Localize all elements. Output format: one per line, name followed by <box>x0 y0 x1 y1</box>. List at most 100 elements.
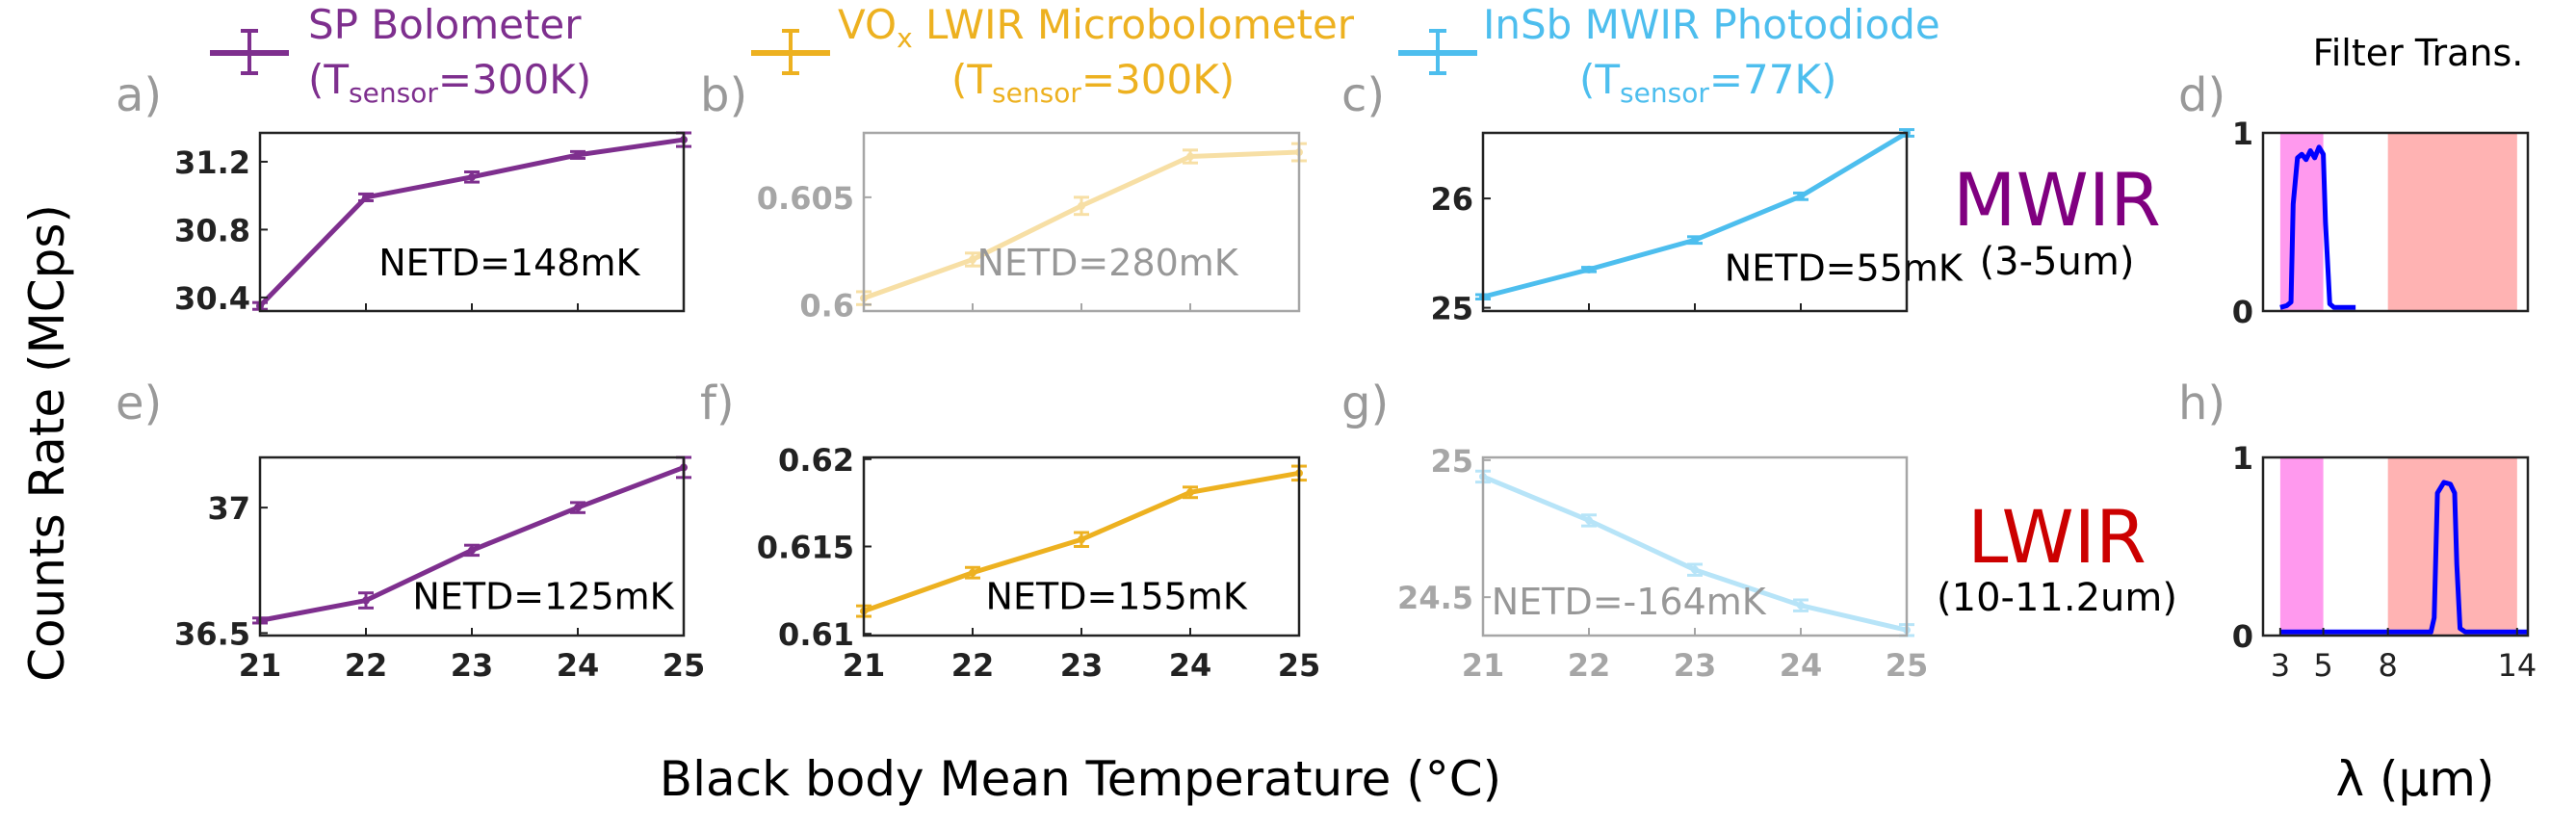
panel-c-point-3 <box>1797 192 1805 200</box>
legend-insb: InSb MWIR Photodiode (Tsensor=77K) <box>1398 1 1940 109</box>
panel-e-ytick-label-1: 37 <box>207 490 250 527</box>
legend-vox-line1-pre: VO <box>838 1 897 48</box>
panel-a-ytick-label-1: 30.8 <box>174 212 250 248</box>
panel-b-axes-frame <box>862 131 1301 313</box>
panel-f: NETD=155mK 0.61 0.615 0.62 21 22 23 24 25 <box>757 442 1320 684</box>
panel-d-ytick-label-1: 1 <box>2232 116 2253 152</box>
panel-e-xtick-label-1: 22 <box>345 647 388 684</box>
panel-d: 01 <box>2232 116 2530 330</box>
panel-a-netd-annotation: NETD=148mK <box>378 242 640 284</box>
panel-b: NETD=280mK 0.6 0.605 <box>757 131 1307 324</box>
panel-g-axes-frame <box>1481 455 1909 637</box>
legend-vox-line2-pre: (T <box>951 56 992 103</box>
panel-a-point-2 <box>468 172 476 181</box>
legend-vox-line1: VOx LWIR Microbolometer <box>838 1 1355 54</box>
panel-g-xtick-label-2: 23 <box>1674 647 1717 684</box>
panel-h-ytick-label-1: 1 <box>2232 440 2253 477</box>
panel-f-xtick-label-4: 25 <box>1278 647 1321 684</box>
panel-b-point-4 <box>1295 148 1303 157</box>
panel-b-point-2 <box>1078 201 1085 210</box>
panel-c-letter: c) <box>1341 68 1385 122</box>
panel-c-point-1 <box>1585 265 1593 273</box>
panel-a-point-1 <box>362 193 370 201</box>
panel-e-point-1 <box>362 596 370 605</box>
panel-a-ytick-label-0: 30.4 <box>174 280 250 317</box>
x-axis-label: Black body Mean Temperature (°C) <box>660 751 1501 807</box>
panel-c-ytick-label-1: 26 <box>1430 181 1473 218</box>
panel-h-transmission-line <box>2279 480 2528 635</box>
legend-sp-line2-post: =300K) <box>438 56 591 103</box>
panel-f-ytick-label-0: 0.61 <box>778 616 854 653</box>
panel-f-xtick-label-2: 23 <box>1060 647 1104 684</box>
panel-d-letter: d) <box>2178 68 2225 122</box>
panel-h-mwir-band <box>2279 457 2324 636</box>
panel-f-xtick-label-1: 22 <box>951 647 995 684</box>
legend-sp-line2: (Tsensor=300K) <box>308 56 591 109</box>
panel-h-xtick-label-0: 3 <box>2271 647 2290 684</box>
panel-b-series-line <box>863 149 1300 300</box>
panel-a: NETD=148mK 30.4 30.8 31.2 <box>174 131 691 317</box>
legend-vox-line2: (Tsensor=300K) <box>951 56 1235 109</box>
legend-insb-line2: (Tsensor=77K) <box>1579 56 1836 109</box>
panel-g-netd-annotation: NETD=-164mK <box>1492 581 1767 623</box>
panel-g-point-2 <box>1691 565 1699 574</box>
panel-g-xtick-label-0: 21 <box>1462 647 1505 684</box>
panel-b-letter: b) <box>700 68 747 122</box>
panel-h-ytick-label-0: 0 <box>2232 618 2253 655</box>
panel-a-ytick-label-2: 31.2 <box>174 144 250 181</box>
panel-d-axes-frame <box>2261 131 2530 313</box>
panel-g-xtick-label-1: 22 <box>1568 647 1611 684</box>
legend-sp: SP Bolometer (Tsensor=300K) <box>210 1 591 109</box>
filter-title: Filter Trans. <box>2313 32 2524 74</box>
panel-g-point-4 <box>1903 626 1911 635</box>
panel-a-letter: a) <box>116 68 162 122</box>
panel-d-transmission-line <box>2279 144 2356 310</box>
legend-insb-line2-post: =77K) <box>1709 56 1837 103</box>
panel-c-ytick-label-0: 25 <box>1430 291 1473 327</box>
panel-g-xtick-label-3: 24 <box>1780 647 1823 684</box>
legend-sp-line2-sub: sensor <box>349 77 438 109</box>
band-label-mwir-range: (3-5um) <box>1980 240 2135 284</box>
legend-vox-line1-sub: x <box>897 22 913 54</box>
chart-panels: NETD=148mK 30.4 30.8 31.2 a) NETD=280mK 0.6 0.6… <box>116 68 2537 684</box>
panel-c-netd-annotation: NETD=55mK <box>1725 247 1964 290</box>
panel-g-point-0 <box>1479 472 1487 481</box>
panel-b-point-1 <box>969 255 976 264</box>
legend-insb-line2-sub: sensor <box>1620 77 1709 109</box>
panel-h: 0 1 3 5 8 14 <box>2232 440 2537 684</box>
panel-f-point-3 <box>1186 488 1194 497</box>
panel-d-mwir-band <box>2279 133 2324 311</box>
band-label-lwir-title: LWIR <box>1967 494 2147 580</box>
panel-e-netd-annotation: NETD=125mK <box>412 575 674 617</box>
panel-d-ytick-label-0: 0 <box>2232 294 2253 330</box>
panel-e: NETD=125mK 36.5 37 21 22 23 24 25 <box>174 455 706 684</box>
panel-h-letter: h) <box>2178 377 2225 430</box>
panel-f-xtick-label-0: 21 <box>843 647 886 684</box>
legend-insb-line2-pre: (T <box>1579 56 1620 103</box>
panel-f-letter: f) <box>700 377 735 430</box>
panel-f-netd-annotation: NETD=155mK <box>986 575 1248 617</box>
band-label-lwir-range: (10-11.2um) <box>1937 576 2177 620</box>
panel-b-ytick-label-0: 0.6 <box>799 287 854 324</box>
panel-h-xtick-label-1: 5 <box>2313 647 2332 684</box>
panel-g-ytick-label-0: 24.5 <box>1397 580 1473 616</box>
legend-insb-line1: InSb MWIR Photodiode <box>1483 1 1940 48</box>
panel-e-xtick-label-0: 21 <box>239 647 282 684</box>
panel-f-point-2 <box>1078 535 1085 544</box>
panel-b-point-0 <box>860 294 868 302</box>
panel-e-xtick-label-3: 24 <box>557 647 600 684</box>
panel-g-point-1 <box>1585 516 1593 525</box>
panel-f-ytick-label-1: 0.615 <box>757 530 854 566</box>
panel-g-xtick-label-4: 25 <box>1886 647 1929 684</box>
panel-e-point-3 <box>574 504 582 512</box>
y-axis-label: Counts Rate (MCps) <box>19 204 75 682</box>
panel-e-xtick-label-4: 25 <box>663 647 706 684</box>
panel-c: NETD=55mK 25 26 <box>1430 128 1964 327</box>
legend-vox: VOx LWIR Microbolometer (Tsensor=300K) <box>751 1 1355 109</box>
panel-a-point-3 <box>574 150 582 159</box>
panel-g-point-3 <box>1797 601 1805 610</box>
band-label-mwir-title: MWIR <box>1953 157 2161 243</box>
panel-b-netd-annotation: NETD=280mK <box>977 242 1239 284</box>
panel-h-xtick-label-3: 14 <box>2497 647 2537 684</box>
panel-e-ytick-label-0: 36.5 <box>174 615 250 652</box>
